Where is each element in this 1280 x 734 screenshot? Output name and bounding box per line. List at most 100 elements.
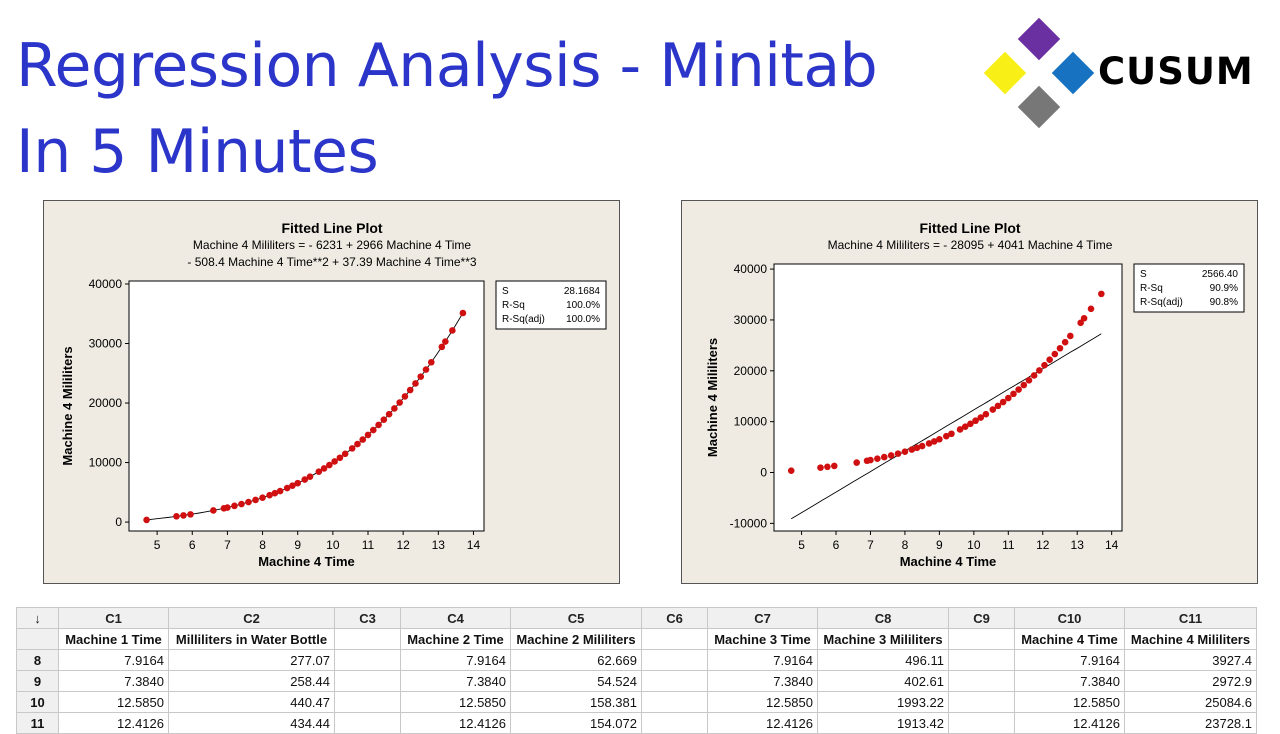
data-point xyxy=(245,498,252,506)
data-point xyxy=(1056,344,1064,352)
data-point xyxy=(913,444,921,452)
data-cell[interactable]: 154.072 xyxy=(510,712,642,734)
data-point xyxy=(301,476,309,483)
column-header[interactable]: C5 xyxy=(510,607,642,629)
row-number[interactable]: 8 xyxy=(16,649,59,671)
column-name-cell[interactable] xyxy=(334,628,401,650)
data-cell[interactable]: 7.3840 xyxy=(400,670,511,692)
column-name-cell[interactable]: Machine 4 Time xyxy=(1014,628,1125,650)
plot-area xyxy=(128,280,485,532)
data-cell[interactable] xyxy=(948,691,1015,713)
column-header[interactable]: C11 xyxy=(1124,607,1257,629)
data-point xyxy=(224,504,231,511)
data-cell[interactable]: 258.44 xyxy=(168,670,335,692)
column-header[interactable]: C9 xyxy=(948,607,1015,629)
column-header[interactable]: C4 xyxy=(400,607,511,629)
data-cell[interactable]: 3927.4 xyxy=(1124,649,1257,671)
data-point xyxy=(289,482,296,489)
column-name-cell[interactable] xyxy=(948,628,1015,650)
data-point xyxy=(982,410,990,418)
data-cell[interactable]: 7.9164 xyxy=(400,649,511,671)
data-cell[interactable]: 7.9164 xyxy=(58,649,169,671)
plot-area xyxy=(773,263,1123,532)
data-cell[interactable]: 12.5850 xyxy=(707,691,818,713)
data-cell[interactable]: 25084.6 xyxy=(1124,691,1257,713)
row-number[interactable]: 11 xyxy=(16,712,59,734)
table-row: 11 12.4126 434.44 12.4126 154.072 12.4126 1913… xyxy=(16,712,1257,734)
y-tick-label: 40000 xyxy=(89,277,123,291)
regression-equation-line: - 508.4 Machine 4 Time**2 + 37.39 Machin… xyxy=(187,255,476,269)
y-axis-label: Machine 4 Mililiters xyxy=(60,346,75,465)
data-cell[interactable]: 7.9164 xyxy=(1014,649,1125,671)
data-cell[interactable]: 7.3840 xyxy=(707,670,818,692)
column-name-cell[interactable]: Machine 4 Mililiters xyxy=(1124,628,1257,650)
column-header[interactable]: C8 xyxy=(817,607,949,629)
data-cell[interactable]: 7.3840 xyxy=(58,670,169,692)
data-cell[interactable]: 12.4126 xyxy=(58,712,169,734)
data-cell[interactable] xyxy=(641,691,708,713)
data-point xyxy=(918,442,926,450)
data-cell[interactable] xyxy=(948,649,1015,671)
data-cell[interactable] xyxy=(334,670,401,692)
data-point xyxy=(380,416,388,423)
data-point xyxy=(867,456,874,464)
data-cell[interactable]: 2972.9 xyxy=(1124,670,1257,692)
data-cell[interactable]: 158.381 xyxy=(510,691,642,713)
data-point xyxy=(306,473,314,481)
data-cell[interactable]: 54.524 xyxy=(510,670,642,692)
data-cell[interactable]: 23728.1 xyxy=(1124,712,1257,734)
data-cell[interactable] xyxy=(948,712,1015,734)
column-name-cell[interactable] xyxy=(641,628,708,650)
column-name-cell[interactable]: Machine 2 Mililiters xyxy=(510,628,642,650)
y-tick-label: 0 xyxy=(115,515,122,529)
title-line-2: In 5 Minutes xyxy=(16,117,379,187)
x-tick-label: 9 xyxy=(936,538,943,552)
data-cell[interactable] xyxy=(641,649,708,671)
column-name-cell[interactable]: Milliliters in Water Bottle xyxy=(168,628,335,650)
column-header[interactable]: C1 xyxy=(58,607,169,629)
worksheet-grid[interactable]: ↓ C1 C2 C3 C4 C5 C6 C7 C8 C9 C10 C11 Machine 1 Time M… xyxy=(16,607,1257,734)
x-tick-label: 6 xyxy=(833,538,840,552)
data-point xyxy=(180,512,187,519)
data-cell[interactable]: 1993.22 xyxy=(817,691,949,713)
data-cell[interactable]: 62.669 xyxy=(510,649,642,671)
title-line-1: Regression Analysis - Minitab xyxy=(16,31,878,101)
data-cell[interactable]: 496.11 xyxy=(817,649,949,671)
data-cell[interactable] xyxy=(334,712,401,734)
worksheet-column-names-row: Machine 1 Time Milliliters in Water Bottl… xyxy=(16,628,1257,650)
column-header[interactable]: C6 xyxy=(641,607,708,629)
data-cell[interactable]: 12.5850 xyxy=(400,691,511,713)
column-name-cell[interactable]: Machine 3 Time xyxy=(707,628,818,650)
column-name-cell[interactable]: Machine 3 Mililiters xyxy=(817,628,949,650)
column-name-cell[interactable]: Machine 2 Time xyxy=(400,628,511,650)
data-cell[interactable]: 440.47 xyxy=(168,691,335,713)
data-cell[interactable] xyxy=(948,670,1015,692)
regression-equation-line: Machine 4 Mililiters = - 28095 + 4041 Ma… xyxy=(828,238,1113,252)
data-cell[interactable]: 12.4126 xyxy=(1014,712,1125,734)
data-cell[interactable]: 12.4126 xyxy=(707,712,818,734)
data-cell[interactable] xyxy=(334,691,401,713)
column-header[interactable]: C3 xyxy=(334,607,401,629)
data-cell[interactable]: 1913.42 xyxy=(817,712,949,734)
worksheet-corner-cell[interactable]: ↓ xyxy=(16,607,59,629)
data-cell[interactable]: 12.5850 xyxy=(58,691,169,713)
row-number[interactable]: 10 xyxy=(16,691,59,713)
data-cell[interactable]: 12.4126 xyxy=(400,712,511,734)
data-cell[interactable]: 12.5850 xyxy=(1014,691,1125,713)
data-cell[interactable] xyxy=(334,649,401,671)
data-point xyxy=(999,398,1007,406)
data-cell[interactable]: 277.07 xyxy=(168,649,335,671)
data-cell[interactable] xyxy=(641,670,708,692)
data-cell[interactable] xyxy=(641,712,708,734)
data-cell[interactable]: 7.3840 xyxy=(1014,670,1125,692)
data-cell[interactable]: 7.9164 xyxy=(707,649,818,671)
column-header[interactable]: C7 xyxy=(707,607,818,629)
column-name-cell[interactable]: Machine 1 Time xyxy=(58,628,169,650)
plot-title: Fitted Line Plot xyxy=(919,220,1020,236)
data-cell[interactable]: 434.44 xyxy=(168,712,335,734)
data-cell[interactable]: 402.61 xyxy=(817,670,949,692)
stat-label: R-Sq xyxy=(1140,283,1163,294)
row-number[interactable]: 9 xyxy=(16,670,59,692)
column-header[interactable]: C2 xyxy=(168,607,335,629)
column-header[interactable]: C10 xyxy=(1014,607,1125,629)
